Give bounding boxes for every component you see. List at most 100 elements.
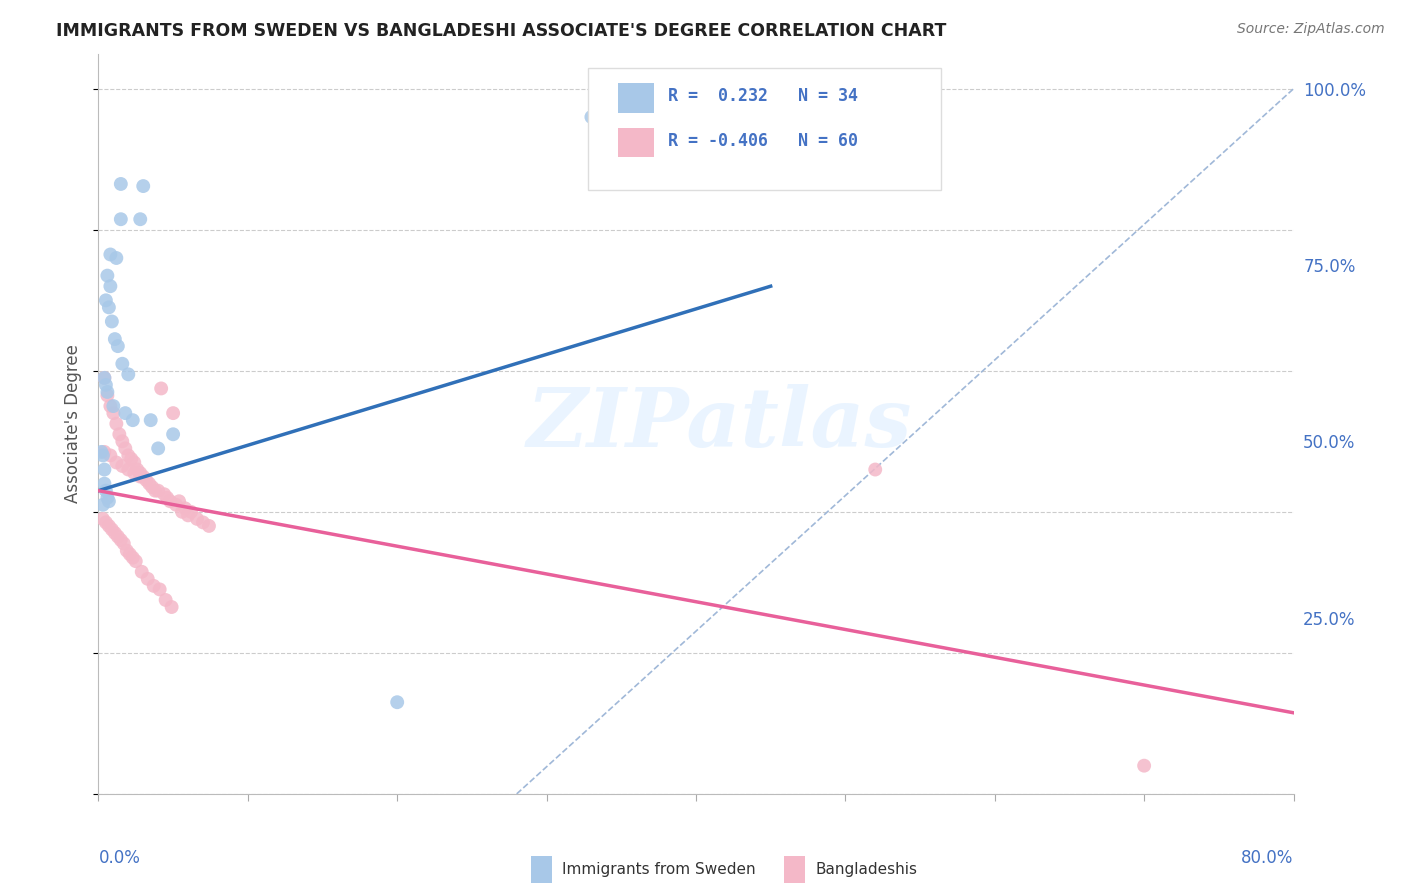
Point (142, 579, 165, 593)
Point (125, 554, 148, 568)
Point (124, 455, 146, 469)
Text: Bangladeshis: Bangladeshis (815, 863, 918, 877)
Point (97, 494, 120, 508)
Point (108, 427, 131, 442)
Point (186, 512, 208, 526)
Point (148, 483, 170, 498)
Point (98, 399, 122, 413)
Point (97, 519, 120, 533)
Point (149, 582, 172, 597)
FancyBboxPatch shape (588, 69, 941, 191)
Point (91, 449, 114, 463)
Point (127, 462, 149, 476)
Point (111, 357, 134, 371)
Point (104, 526, 127, 541)
Point (117, 462, 139, 476)
Point (160, 600, 183, 615)
Point (132, 179, 155, 194)
Point (98, 247, 122, 261)
Point (110, 177, 132, 191)
Point (93, 371, 115, 385)
Point (107, 529, 129, 543)
Point (143, 483, 166, 498)
Point (581, 110, 603, 124)
Point (153, 487, 176, 501)
Point (129, 466, 152, 480)
Point (863, 462, 886, 476)
Point (93, 445, 115, 459)
Point (96, 268, 118, 283)
Point (118, 547, 141, 561)
Point (107, 339, 129, 353)
Point (148, 442, 170, 456)
Point (101, 523, 124, 537)
Point (90, 445, 112, 459)
Point (117, 449, 139, 463)
Point (96, 388, 118, 402)
Point (93, 462, 115, 476)
Point (105, 251, 128, 265)
Point (96, 384, 118, 399)
Point (167, 494, 190, 508)
Point (1133, 758, 1156, 772)
Point (110, 533, 132, 547)
Point (110, 212, 132, 227)
Point (103, 406, 125, 420)
Point (162, 427, 184, 442)
Point (93, 371, 115, 385)
Point (94, 378, 117, 392)
Point (135, 473, 157, 487)
Point (131, 565, 153, 579)
Point (150, 381, 173, 395)
Point (162, 406, 184, 420)
Point (103, 399, 125, 413)
Point (97, 301, 120, 315)
Point (98, 449, 122, 463)
Text: R =  0.232   N = 34: R = 0.232 N = 34 (668, 87, 859, 105)
Point (198, 519, 221, 533)
Point (177, 508, 200, 523)
Point (94, 516, 117, 530)
Point (114, 442, 136, 456)
Text: 80.0%: 80.0% (1241, 849, 1294, 867)
Point (138, 476, 160, 491)
Point (105, 455, 128, 469)
Point (155, 593, 177, 607)
Point (385, 695, 409, 709)
Point (124, 466, 146, 480)
Point (101, 314, 124, 328)
Bar (619, 83, 654, 112)
Point (121, 413, 143, 427)
Point (104, 332, 127, 346)
Point (165, 498, 187, 512)
Point (174, 501, 197, 516)
Point (121, 550, 143, 565)
Point (105, 417, 128, 431)
Text: Immigrants from Sweden: Immigrants from Sweden (562, 863, 756, 877)
Point (156, 491, 179, 505)
Point (91, 498, 114, 512)
Point (94, 293, 117, 308)
Point (117, 368, 139, 382)
Point (120, 452, 142, 467)
Text: R = -0.406   N = 60: R = -0.406 N = 60 (668, 132, 859, 150)
Text: IMMIGRANTS FROM SWEDEN VS BANGLADESHI ASSOCIATE'S DEGREE CORRELATION CHART: IMMIGRANTS FROM SWEDEN VS BANGLADESHI AS… (56, 22, 946, 40)
Text: ZIPatlas: ZIPatlas (527, 384, 912, 464)
Point (139, 413, 162, 427)
Point (91, 512, 114, 526)
Point (159, 494, 181, 508)
Point (111, 458, 134, 473)
Point (132, 469, 155, 483)
Point (141, 480, 163, 494)
Point (98, 279, 122, 293)
Text: Source: ZipAtlas.com: Source: ZipAtlas.com (1237, 22, 1385, 37)
Point (180, 505, 202, 519)
Text: 0.0%: 0.0% (98, 849, 141, 867)
Point (136, 572, 159, 586)
Point (112, 536, 135, 550)
Point (129, 469, 152, 483)
Point (93, 476, 115, 491)
Point (191, 516, 214, 530)
Point (114, 406, 136, 420)
Point (172, 505, 194, 519)
